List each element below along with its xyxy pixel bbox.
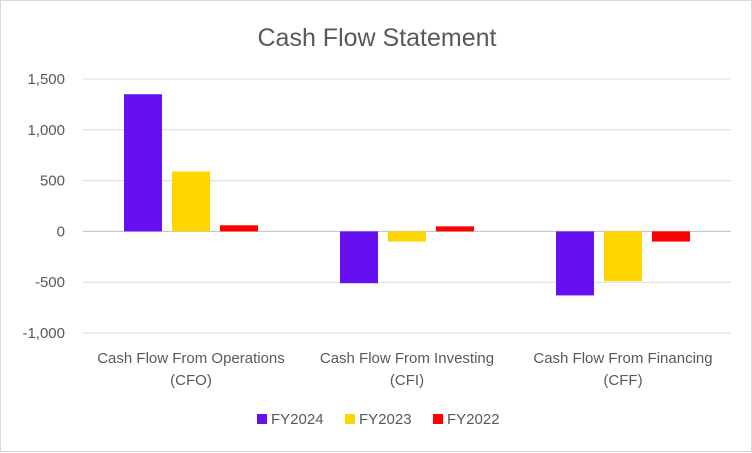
y-tick-label: 1,000 [27,122,65,139]
bar-fy2022-3 [652,231,690,242]
category-label: Cash Flow From Operations [97,350,285,367]
legend-swatch-fy2022 [433,414,443,424]
category-label: (CFF) [603,372,642,389]
y-tick-label: 1,500 [27,71,65,88]
bar-fy2024-2 [340,231,378,284]
legend-label: FY2023 [359,411,412,428]
category-label: (CFO) [170,372,212,389]
category-label: Cash Flow From Investing [320,350,494,367]
x-axis: Cash Flow From Operations (CFO) Cash Flow … [97,350,712,389]
bar-fy2023-1 [172,171,210,232]
y-tick-label: -500 [35,274,65,291]
bar-fy2024-3 [556,231,594,296]
y-tick-label: 500 [40,173,65,190]
bar-fy2023-3 [604,231,642,282]
y-tick-label: -1,000 [22,325,65,342]
legend-label: FY2022 [447,411,500,428]
y-tick-label: 0 [57,223,65,240]
bar-fy2023-2 [388,231,426,242]
y-axis: 1,500 1,000 500 0 -500 -1,000 [22,71,65,342]
bar-fy2024-1 [124,94,162,232]
legend-swatch-fy2023 [345,414,355,424]
legend-swatch-fy2024 [257,414,267,424]
bar-fy2022-2 [436,226,474,232]
chart-title: Cash Flow Statement [258,24,497,52]
category-label: (CFI) [390,372,424,389]
legend-label: FY2024 [271,411,324,428]
bars [124,94,690,296]
bar-fy2022-1 [220,225,258,232]
category-label: Cash Flow From Financing [533,350,712,367]
legend: FY2024 FY2023 FY2022 [257,411,500,428]
